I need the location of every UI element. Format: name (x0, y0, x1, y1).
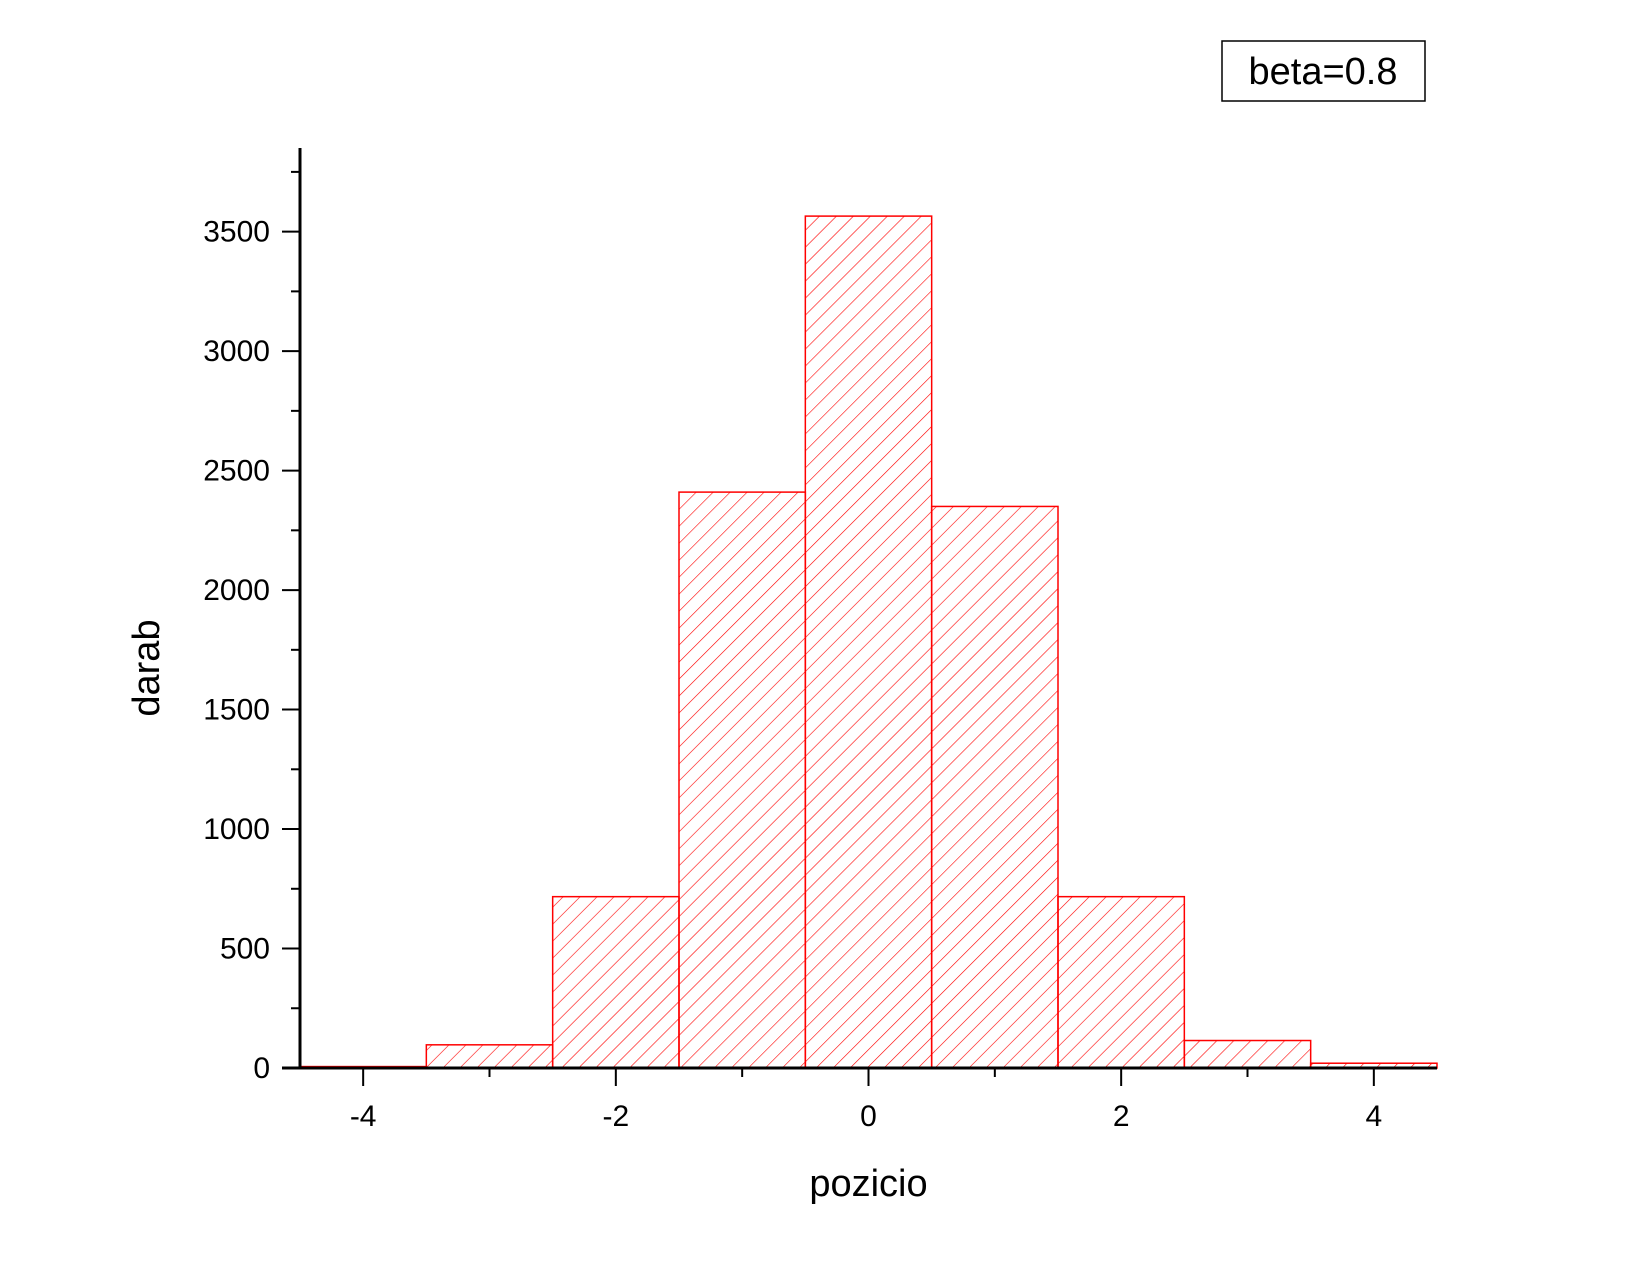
y-tick-label: 2000 (203, 574, 270, 607)
y-tick-label: 3000 (203, 335, 270, 368)
histogram-bar-7 (1183, 1039, 1312, 1069)
legend-box: beta=0.8 (1221, 40, 1426, 102)
x-axis-title: pozicio (809, 1163, 927, 1205)
y-tick-label: 1000 (203, 813, 270, 846)
histogram-bar-6 (1057, 895, 1186, 1069)
y-tick-label: 500 (220, 933, 270, 966)
y-axis-title: darab (126, 619, 168, 716)
histogram-bar-2 (551, 895, 680, 1069)
x-tick-label: -2 (602, 1100, 629, 1133)
histogram-bars (299, 215, 1438, 1069)
legend-label: beta=0.8 (1249, 51, 1398, 93)
y-axis-ticks: 0 500 1000 1500 2000 2500 3000 3500 (203, 170, 300, 1085)
y-tick-label: 3500 (203, 216, 270, 249)
y-tick-label: 2500 (203, 455, 270, 488)
x-tick-label: 2 (1113, 1100, 1130, 1133)
histogram-bar-4 (804, 215, 933, 1069)
x-axis-ticks: -4 -2 0 2 4 (350, 1068, 1382, 1133)
y-tick-label: 0 (253, 1052, 270, 1085)
legend-border (1221, 40, 1426, 102)
x-tick-label: -4 (350, 1100, 377, 1133)
axes (282, 148, 1437, 1070)
y-tick-label: 1500 (203, 694, 270, 727)
histogram-bar-1 (425, 1044, 554, 1069)
histogram-bar-5 (930, 505, 1059, 1069)
x-tick-label: 4 (1365, 1100, 1382, 1133)
histogram-bar-3 (678, 491, 807, 1069)
x-tick-label: 0 (860, 1100, 877, 1133)
